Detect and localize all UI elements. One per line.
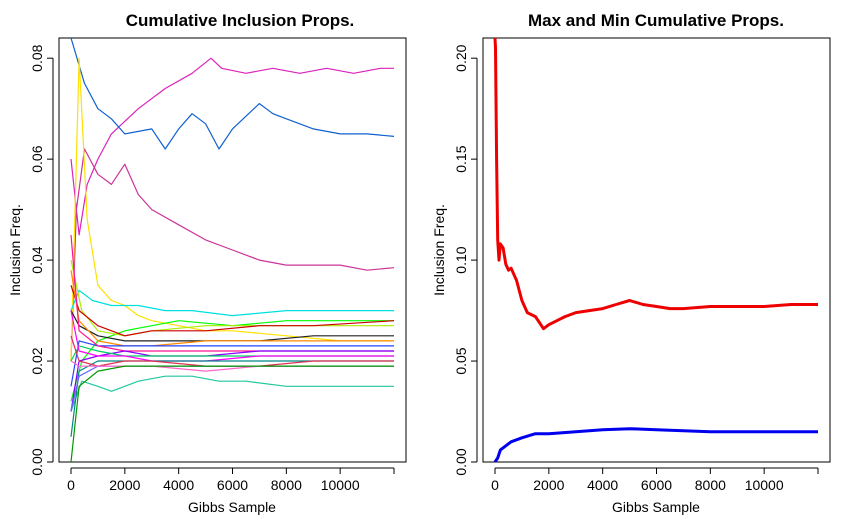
- series-line-0: [70, 57, 394, 236]
- x-tick-label: 6000: [641, 477, 672, 493]
- x-tick-label: 2000: [109, 477, 140, 493]
- y-axis-label: Inclusion Freq.: [431, 204, 447, 296]
- y-tick-label: 0.04: [29, 246, 45, 273]
- y-tick-label: 0.08: [29, 44, 45, 71]
- y-tick-label: 0.00: [29, 448, 45, 475]
- cumulative-inclusion-panel: Cumulative Inclusion Props. 0 2000 4000 600…: [7, 11, 407, 515]
- x-tick-label: 10000: [321, 477, 360, 493]
- x-tick-label: 8000: [271, 477, 302, 493]
- chart-title: Cumulative Inclusion Props.: [126, 11, 355, 30]
- chart-title: Max and Min Cumulative Props.: [528, 11, 784, 30]
- series-line-2: [70, 148, 395, 362]
- x-tick-label: 2000: [533, 477, 564, 493]
- y-tick-label: 0.00: [453, 448, 469, 475]
- y-tick-label: 0.20: [453, 44, 469, 71]
- plot-frame: [58, 37, 407, 463]
- series-line-6: [70, 320, 394, 402]
- series-layer: [493, 38, 818, 462]
- series-line-5: [70, 375, 394, 412]
- series-line-8: [70, 285, 395, 337]
- series-line-17: [70, 335, 394, 367]
- x-tick-label: 4000: [587, 477, 618, 493]
- series-line-1: [493, 427, 818, 462]
- x-tick-label: 6000: [217, 477, 248, 493]
- series-line-0: [493, 38, 818, 331]
- y-axis: 0.00 0.05 0.10 0.15 0.20: [453, 44, 478, 476]
- max-min-panel: Max and Min Cumulative Props. 0 2000 4000 6…: [431, 11, 831, 515]
- series-line-4: [70, 289, 394, 317]
- x-tick-label: 10000: [745, 477, 784, 493]
- plot-frame: [482, 37, 831, 463]
- x-axis-label: Gibbs Sample: [188, 499, 276, 515]
- y-axis: 0.00 0.02 0.04 0.06 0.08: [29, 44, 54, 476]
- x-tick-label: 8000: [695, 477, 726, 493]
- y-axis-label: Inclusion Freq.: [7, 204, 23, 296]
- y-tick-label: 0.05: [453, 347, 469, 374]
- x-axis-label: Gibbs Sample: [612, 499, 700, 515]
- x-tick-label: 0: [491, 477, 499, 493]
- series-line-3: [70, 57, 394, 362]
- series-line-11: [70, 340, 394, 387]
- y-tick-label: 0.02: [29, 347, 45, 374]
- series-line-1: [70, 38, 395, 150]
- series-line-9: [70, 310, 394, 342]
- y-tick-label: 0.10: [453, 246, 469, 273]
- x-axis: 0 2000 4000 6000 8000 10000: [491, 467, 819, 493]
- series-line-20: [70, 365, 394, 462]
- x-tick-label: 4000: [163, 477, 194, 493]
- y-tick-label: 0.15: [453, 145, 469, 172]
- x-tick-label: 0: [67, 477, 75, 493]
- y-tick-label: 0.06: [29, 145, 45, 172]
- series-line-16: [70, 360, 394, 437]
- x-axis: 0 2000 4000 6000 8000 10000: [67, 467, 395, 493]
- series-layer: [70, 38, 395, 462]
- series-line-7: [70, 259, 394, 337]
